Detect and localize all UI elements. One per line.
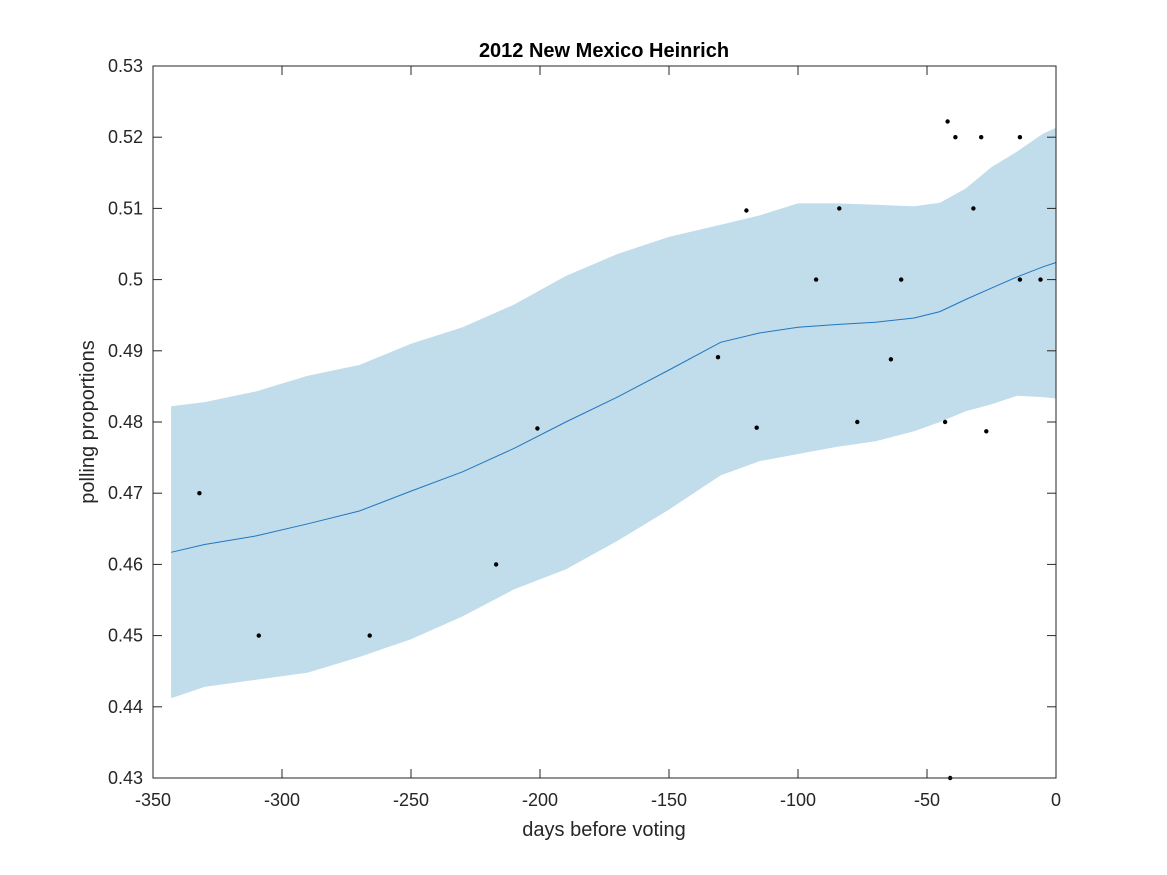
poll-point — [899, 277, 904, 282]
poll-points-layer — [197, 119, 1043, 781]
y-tick-label: 0.5 — [118, 270, 143, 290]
poll-point — [535, 426, 540, 431]
poll-point — [837, 206, 842, 211]
y-tick-label: 0.46 — [108, 554, 143, 574]
x-tick-label: -350 — [135, 790, 171, 810]
poll-point — [984, 429, 989, 434]
poll-point — [971, 206, 976, 211]
y-tick-label: 0.52 — [108, 127, 143, 147]
x-tick-label: -200 — [522, 790, 558, 810]
y-axis-label: polling proportions — [77, 340, 99, 503]
poll-point — [1017, 135, 1023, 140]
poll-point — [367, 633, 372, 638]
poll-point — [256, 633, 261, 638]
poll-point — [888, 357, 894, 362]
confidence-band — [171, 127, 1057, 699]
y-tick-label: 0.45 — [108, 626, 143, 646]
trend-line-layer — [170, 262, 1057, 553]
poll-point — [855, 419, 860, 425]
x-axis-label: days before voting — [522, 819, 685, 841]
x-tick-label: -50 — [914, 790, 940, 810]
tick-layer: -350 -300 -250 -200 -150 -100 -50 0 0.43 0.44 0.45… — [108, 56, 1061, 810]
x-tick-label: -100 — [780, 790, 816, 810]
confidence-band-layer — [171, 127, 1057, 699]
poll-point — [715, 355, 721, 360]
poll-point — [493, 562, 499, 567]
y-tick-label: 0.47 — [108, 483, 143, 503]
x-tick-label: 0 — [1051, 790, 1061, 810]
poll-point — [942, 419, 948, 425]
poll-point — [1017, 277, 1023, 282]
y-tick-label: 0.43 — [108, 768, 143, 788]
x-tick-label: -250 — [393, 790, 429, 810]
poll-point — [1038, 277, 1043, 282]
y-tick-label: 0.53 — [108, 56, 143, 76]
x-tick-label: -300 — [264, 790, 300, 810]
y-tick-label: 0.49 — [108, 341, 143, 361]
poll-point — [979, 135, 984, 140]
trend-line — [170, 262, 1057, 553]
poll-point — [744, 208, 749, 213]
poll-point — [945, 119, 950, 124]
chart-title: 2012 New Mexico Heinrich — [479, 40, 729, 62]
y-tick-label: 0.51 — [108, 198, 143, 218]
poll-point — [197, 491, 202, 496]
y-tick-label: 0.44 — [108, 697, 143, 717]
poll-point — [754, 425, 759, 430]
y-tick-label: 0.48 — [108, 412, 143, 432]
poll-point — [953, 135, 958, 140]
x-tick-label: -150 — [651, 790, 687, 810]
poll-point — [813, 277, 819, 282]
